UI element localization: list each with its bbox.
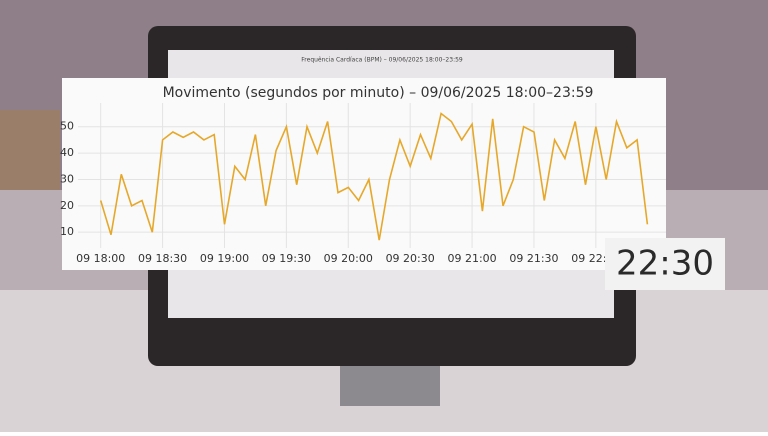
x-tick-label: 09 18:00 [76, 252, 125, 265]
time-overlay: 22:30 [616, 244, 714, 284]
time-box [605, 238, 725, 290]
x-tick-label: 09 19:30 [262, 252, 311, 265]
y-tick-label: 50 [60, 120, 74, 133]
y-tick-label: 20 [60, 199, 74, 212]
chart-title: Movimento (segundos por minuto) – 09/06/… [163, 85, 594, 101]
x-tick-label: 09 21:00 [447, 252, 496, 265]
x-tick-label: 09 20:30 [386, 252, 435, 265]
background-chart-title: Frequência Cardíaca (BPM) – 09/06/2025 1… [301, 57, 463, 64]
x-tick-label: 09 18:30 [138, 252, 187, 265]
chart-panel [62, 78, 666, 270]
y-tick-label: 30 [60, 172, 74, 185]
x-tick-label: 09 21:30 [509, 252, 558, 265]
y-tick-label: 10 [60, 225, 74, 238]
monitor-stand [340, 366, 440, 406]
y-tick-label: 40 [60, 146, 74, 159]
shelf [0, 110, 60, 190]
x-tick-label: 09 19:00 [200, 252, 249, 265]
data-line [99, 112, 649, 241]
x-tick-label: 09 20:00 [324, 252, 373, 265]
